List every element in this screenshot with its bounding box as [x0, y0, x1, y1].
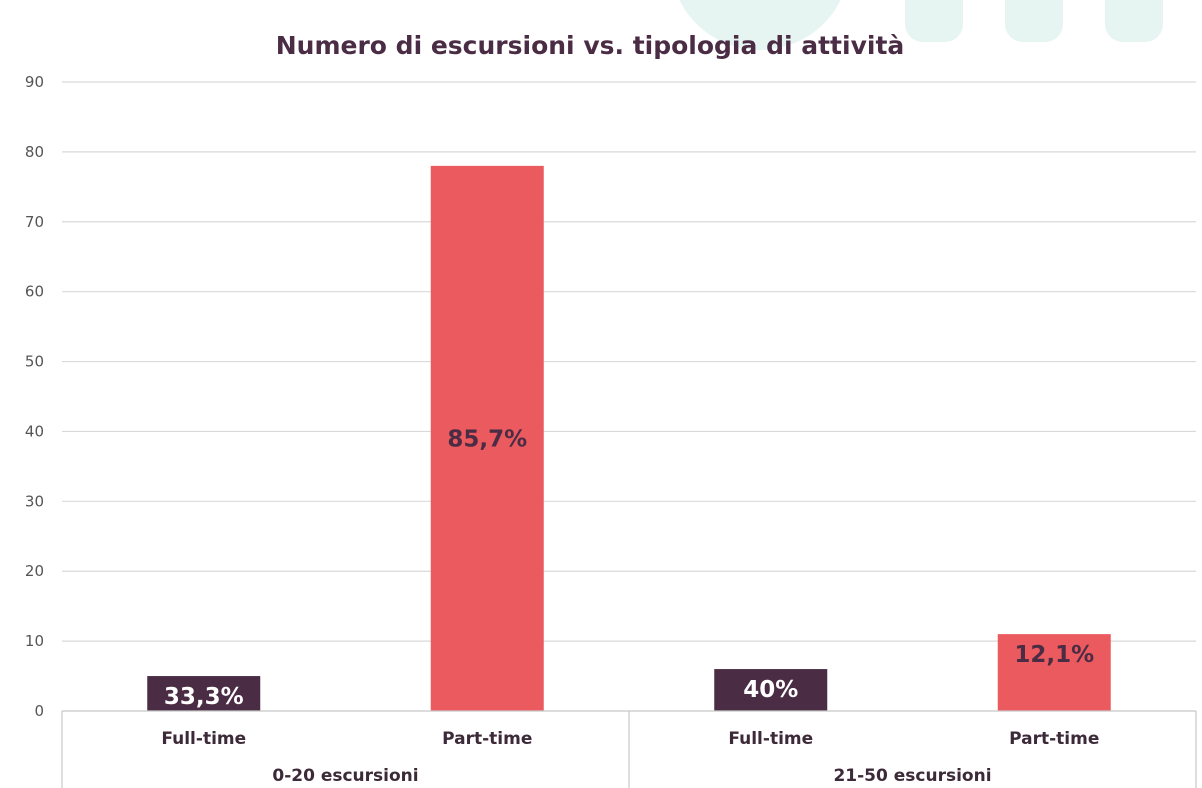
x-axis-labels: Full-time Part-time 0-20 escursioni Full-ti… [161, 729, 1099, 786]
x-category-label: Full-time [161, 729, 246, 749]
x-category-label: Part-time [442, 729, 532, 749]
y-tick-label: 90 [25, 73, 44, 91]
y-axis-tick-labels: 0 10 20 30 40 50 60 70 80 90 [25, 73, 44, 720]
bars: 33,3% 85,7% 40% 12,1% [147, 165, 1111, 711]
x-category-label: Full-time [728, 729, 813, 749]
x-category-label: Part-time [1009, 729, 1099, 749]
background-shape [679, 0, 841, 50]
bar [997, 634, 1111, 711]
gridlines [62, 81, 1196, 642]
x-group-label: 0-20 escursioni [272, 766, 418, 786]
data-label: 85,7% [447, 426, 527, 452]
x-axis [61, 710, 1197, 788]
background-shape [1105, 0, 1163, 42]
bar [430, 165, 544, 711]
data-label: 33,3% [164, 684, 244, 710]
bar [147, 676, 261, 711]
y-tick-label: 0 [34, 702, 44, 720]
y-tick-label: 30 [25, 492, 44, 510]
y-tick-label: 60 [25, 283, 44, 301]
background-shape [905, 0, 963, 42]
y-tick-label: 10 [25, 632, 44, 650]
y-tick-label: 80 [25, 143, 44, 161]
data-label: 12,1% [1014, 642, 1094, 668]
y-tick-label: 50 [25, 353, 44, 371]
chart-title: Numero di escursioni vs. tipologia di at… [276, 31, 905, 60]
x-group-label: 21-50 escursioni [833, 766, 991, 786]
bar [714, 669, 828, 711]
y-tick-label: 40 [25, 422, 44, 440]
data-label: 40% [743, 677, 798, 703]
background-decoration [679, 0, 1163, 50]
y-tick-label: 20 [25, 562, 44, 580]
background-shape [1005, 0, 1063, 42]
y-tick-label: 70 [25, 213, 44, 231]
